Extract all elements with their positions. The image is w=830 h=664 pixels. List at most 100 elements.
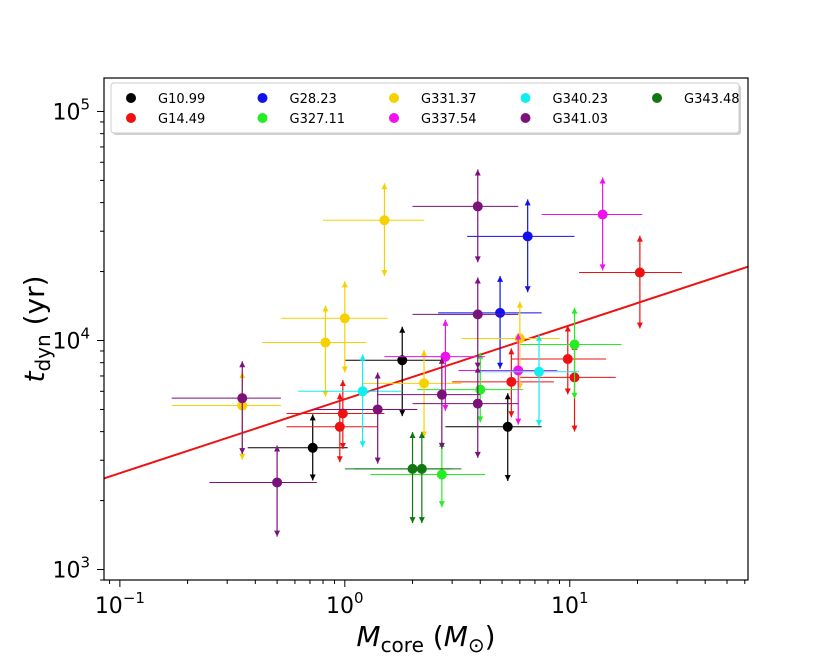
- x-tick-exponent: −1: [123, 589, 145, 607]
- y-tick-base: 10: [52, 329, 80, 354]
- legend-box: [110, 82, 740, 134]
- legend-item: G327.11: [257, 112, 345, 127]
- x-label-sub: core: [381, 633, 424, 657]
- legend-item: G341.03: [520, 112, 608, 127]
- legend-marker: [126, 113, 136, 123]
- data-point: [495, 307, 506, 318]
- x-tick-label: 100: [326, 589, 364, 619]
- data-point: [472, 309, 483, 320]
- legend-label: G10.99: [158, 92, 205, 107]
- data-point: [569, 339, 580, 350]
- upper-limit-arrow: [497, 275, 504, 282]
- lower-limit-arrow: [339, 442, 346, 449]
- legend-item: G28.23: [257, 92, 337, 107]
- data-point: [634, 267, 645, 278]
- lower-limit-arrow: [474, 362, 481, 369]
- upper-limit-arrow: [341, 281, 348, 288]
- upper-limit-arrow: [474, 169, 481, 176]
- series-g343-48: [344, 431, 462, 524]
- data-point: [272, 477, 283, 488]
- lower-limit-arrow: [474, 256, 481, 263]
- legend-label: G343.48: [684, 92, 740, 107]
- upper-limit-arrow: [374, 372, 381, 379]
- lower-limit-arrow: [438, 442, 445, 449]
- lower-limit-arrow: [636, 322, 643, 329]
- y-tick-label: 105: [52, 95, 90, 125]
- lower-limit-arrow: [239, 453, 246, 460]
- plot-frame: [103, 77, 749, 581]
- legend-label: G14.49: [158, 112, 205, 127]
- upper-limit-arrow: [474, 366, 481, 373]
- data-point: [502, 421, 513, 432]
- lower-limit-arrow: [341, 366, 348, 373]
- y-tick-label: 103: [52, 554, 90, 584]
- legend-label: G331.37: [421, 92, 477, 107]
- data-point: [372, 404, 383, 415]
- y-tick-exponent: 3: [80, 554, 90, 572]
- legend-marker: [126, 93, 136, 103]
- legend-label: G340.23: [553, 92, 609, 107]
- legend-label: G337.54: [421, 112, 477, 127]
- lower-limit-arrow: [409, 517, 416, 524]
- upper-limit-arrow: [421, 349, 428, 356]
- upper-limit-arrow: [477, 352, 484, 359]
- upper-limit-arrow: [339, 380, 346, 387]
- lower-limit-arrow: [438, 501, 445, 508]
- upper-limit-arrow: [336, 393, 343, 400]
- lower-limit-arrow: [536, 419, 543, 426]
- data-point: [472, 398, 483, 409]
- y-tick-label: 104: [52, 324, 90, 354]
- y-label-unit: (yr): [18, 275, 51, 334]
- data-point: [307, 442, 318, 453]
- y-label-main: t: [18, 371, 51, 383]
- upper-limit-arrow: [399, 326, 406, 333]
- series-g341-03: [171, 169, 519, 537]
- lower-limit-arrow: [515, 418, 522, 425]
- lower-limit-arrow: [421, 431, 428, 438]
- upper-limit-arrow: [536, 334, 543, 341]
- upper-limit-arrow: [474, 277, 481, 284]
- lower-limit-arrow: [524, 286, 531, 293]
- series-g10-99: [247, 326, 542, 481]
- legend-item: G331.37: [389, 92, 477, 107]
- upper-limit-arrow: [636, 235, 643, 242]
- x-tick-label: 101: [551, 589, 589, 619]
- data-point: [562, 354, 573, 365]
- lower-limit-arrow: [322, 390, 329, 397]
- series-g340-23: [298, 334, 580, 448]
- upper-limit-arrow: [524, 199, 531, 206]
- plot-layer: [104, 169, 748, 537]
- series-g327-11: [370, 307, 622, 508]
- lower-limit-arrow: [508, 411, 515, 418]
- data-point: [597, 209, 608, 220]
- legend-item: G337.54: [389, 112, 477, 127]
- y-tick-exponent: 4: [80, 324, 90, 342]
- x-label-unit-open: (: [424, 620, 444, 653]
- data-point: [334, 421, 345, 432]
- series-g28-23: [438, 199, 575, 369]
- data-point: [237, 393, 248, 404]
- x-label-main: M: [356, 620, 380, 653]
- legend-marker: [520, 93, 531, 103]
- lower-limit-arrow: [442, 404, 449, 411]
- legend-marker: [520, 113, 531, 123]
- legend-marker: [389, 113, 399, 123]
- lower-limit-arrow: [374, 457, 381, 464]
- lower-limit-arrow: [474, 451, 481, 458]
- lower-limit-arrow: [504, 474, 511, 481]
- x-tick-base: 10: [551, 594, 579, 619]
- upper-limit-arrow: [309, 414, 316, 421]
- upper-limit-arrow: [504, 393, 511, 400]
- data-point: [436, 389, 447, 400]
- legend-item: G343.48: [652, 92, 740, 107]
- lower-limit-arrow: [381, 270, 388, 277]
- legend: G10.99 G14.49 G28.23 G327.11 G331.37 G337.54 G…: [110, 82, 741, 135]
- data-point: [357, 386, 368, 397]
- y-axis-label: tdyn (yr): [18, 275, 55, 382]
- legend-marker: [257, 93, 268, 103]
- upper-limit-arrow: [322, 305, 329, 312]
- data-point: [419, 378, 430, 389]
- y-tick-exponent: 5: [80, 95, 90, 113]
- lower-limit-arrow: [418, 517, 425, 524]
